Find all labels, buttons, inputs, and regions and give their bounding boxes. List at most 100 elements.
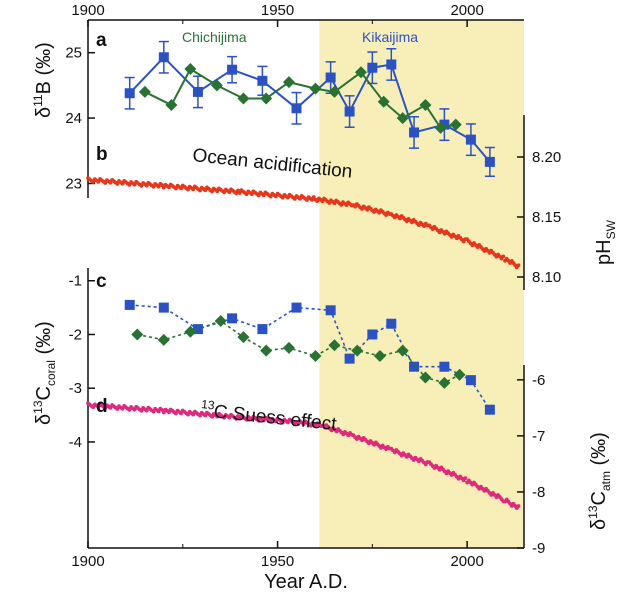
y-tick-label-d: -8 [532, 484, 545, 501]
trend-dot-d [179, 411, 183, 416]
annotation-suess-sup: 13 [201, 397, 216, 412]
data-point-diamond-c [419, 371, 432, 384]
annotation-suess-effect: 13C Suess effect [199, 397, 338, 435]
y-tick-label-c: -4 [69, 434, 82, 451]
trend-dot-d [186, 412, 190, 417]
trend-dot-b [222, 190, 227, 195]
y-axis-title-b: pHSW [593, 219, 618, 265]
data-point-diamond-c [157, 333, 170, 346]
trend-dot-b [173, 186, 178, 191]
data-point-square-a [484, 156, 495, 167]
data-point-diamond-a [419, 99, 432, 111]
y-tick-label-a: 25 [65, 45, 82, 62]
y-d-rest: (‰) [588, 432, 610, 471]
trend-dot-b [151, 184, 156, 189]
trend-dot-d [222, 415, 227, 420]
data-point-diamond-c [184, 325, 197, 338]
data-point-diamond-a [260, 92, 273, 105]
y-c-sup: 13 [31, 400, 45, 414]
y-tick-label-c: -2 [69, 326, 82, 343]
trend-dot-d [308, 423, 313, 428]
data-point-square-c [409, 361, 420, 372]
y-b-sub: SW [604, 219, 618, 239]
panel-label-d: d [96, 396, 108, 417]
trend-dot-d [314, 424, 318, 428]
trend-dot-b [156, 184, 161, 189]
panel-label-b: b [96, 144, 108, 165]
trend-dot-b [210, 189, 214, 194]
y-tick-label-c: -1 [69, 273, 82, 290]
trend-dot-b [198, 188, 202, 193]
trend-dot-d [103, 406, 108, 411]
trend-dot-d [261, 418, 266, 423]
data-point-square-a [344, 106, 355, 117]
trend-dot-d [191, 412, 196, 417]
y-tick-label-b: 8.10 [532, 269, 561, 286]
y-tick-label-b: 8.20 [532, 149, 561, 166]
trend-dot-b [215, 189, 220, 194]
axis-ticks: 1900 1900 1950 1950 2000 2000 23 24 25 8.10 8.15 8.… [65, 2, 561, 570]
y-tick-label-d: -7 [532, 428, 545, 445]
trend-dot-b [273, 194, 278, 199]
data-point-square-c [227, 313, 238, 324]
trend-dot-b [191, 187, 196, 192]
data-point-square-a [439, 119, 450, 130]
trend-dot-d [156, 409, 161, 414]
data-point-diamond-c [131, 328, 144, 341]
trend-dot-b [286, 195, 290, 200]
data-point-diamond-c [328, 339, 341, 352]
y-c-main: δ [33, 414, 55, 425]
y-axis-title-a: δ11B (‰) [31, 42, 55, 118]
trend-dot-b [237, 191, 242, 195]
site-label-kikaijima: Kikaijima [362, 29, 418, 45]
trend-dot-d [296, 422, 301, 426]
data-point-square-a [158, 52, 169, 63]
data-point-diamond-a [354, 66, 367, 79]
y-tick-label-a: 23 [65, 175, 82, 192]
data-point-diamond-c [351, 344, 364, 357]
trend-dot-b [161, 185, 166, 190]
trend-dot-b [261, 193, 266, 198]
data-point-square-a [192, 86, 203, 97]
data-point-square-c [158, 302, 169, 313]
trend-dot-b [132, 182, 137, 187]
y-c-rest: (‰) [33, 321, 55, 360]
y-tick-label-d: -6 [532, 372, 545, 389]
y-a-main: δ [33, 107, 55, 118]
data-point-diamond-c [373, 349, 386, 362]
y-d-sub: atm [599, 471, 613, 491]
trend-dot-b [339, 202, 344, 207]
data-marks [86, 40, 521, 510]
trend-dot-b [332, 201, 337, 206]
data-point-square-c [484, 404, 495, 415]
trend-dot-b [320, 199, 325, 204]
data-point-diamond-a [377, 95, 390, 108]
trend-dot-d [301, 422, 306, 427]
trend-dot-d [280, 420, 285, 425]
data-point-diamond-a [210, 79, 223, 92]
series-line-c [137, 320, 460, 384]
data-point-diamond-c [260, 344, 273, 357]
data-point-square-c [291, 302, 302, 313]
y-d-main: δ [588, 519, 610, 530]
trend-dot-b [298, 196, 302, 201]
data-point-diamond-a [184, 63, 197, 76]
data-point-diamond-c [438, 376, 451, 389]
trend-dot-d [463, 476, 468, 481]
data-point-diamond-c [396, 344, 409, 357]
data-point-square-c [344, 353, 355, 364]
x-axis-title: Year A.D. [264, 571, 348, 593]
trend-dot-b [144, 183, 149, 188]
data-point-square-a [227, 64, 238, 75]
trend-dot-b [186, 187, 190, 192]
trend-dot-d [173, 411, 178, 416]
data-point-diamond-a [328, 85, 341, 98]
data-point-square-c [325, 305, 336, 316]
y-axis-title-d: δ13Catm (‰) [586, 432, 613, 530]
trend-dot-d [215, 414, 220, 419]
trend-dot-b [108, 180, 113, 185]
y-tick-label-c: -3 [69, 380, 82, 397]
trend-dot-d [144, 408, 149, 413]
trend-dot-b [292, 196, 297, 201]
